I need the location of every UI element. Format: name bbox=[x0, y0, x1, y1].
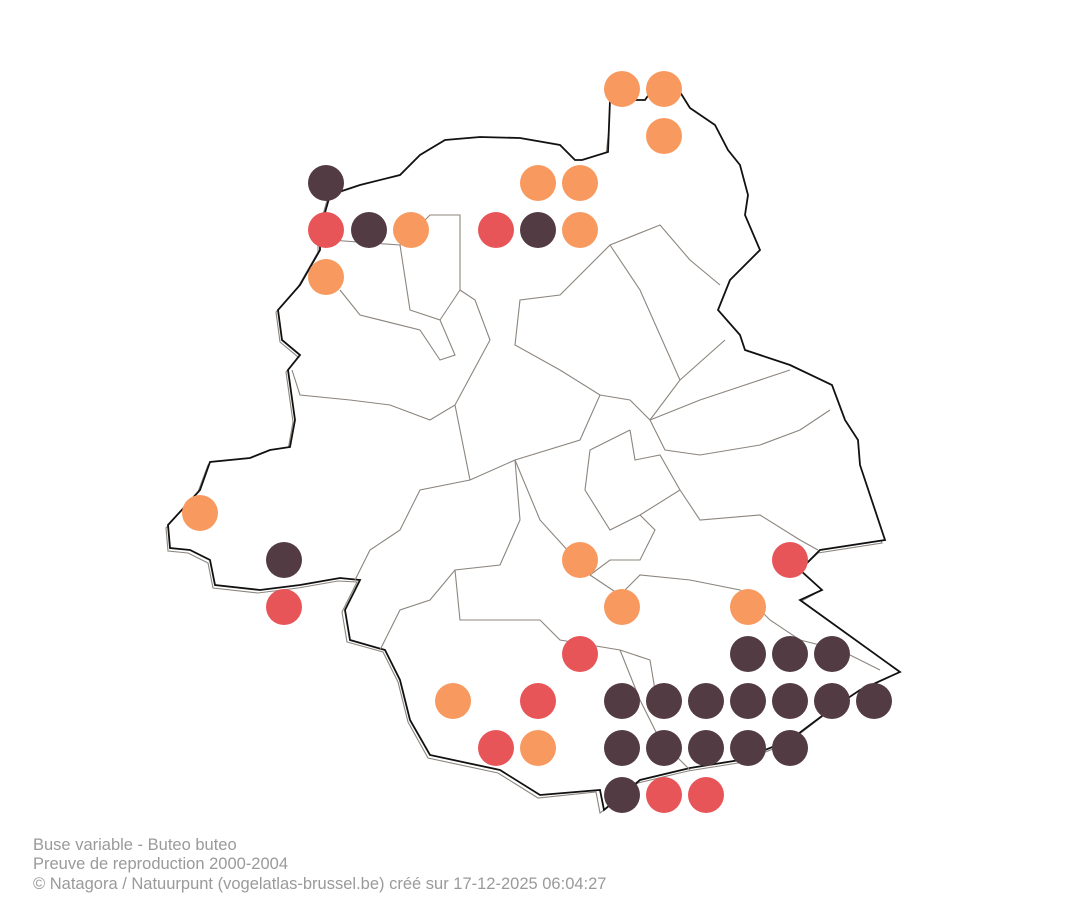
region-outline bbox=[165, 89, 902, 814]
dot bbox=[520, 683, 556, 719]
dot bbox=[688, 777, 724, 813]
dot bbox=[435, 683, 471, 719]
dot bbox=[604, 730, 640, 766]
dot bbox=[730, 589, 766, 625]
dot bbox=[562, 636, 598, 672]
dot bbox=[730, 683, 766, 719]
dot bbox=[814, 683, 850, 719]
dot bbox=[266, 589, 302, 625]
district-line bbox=[329, 239, 456, 361]
dot bbox=[772, 730, 808, 766]
dot bbox=[562, 542, 598, 578]
region-border bbox=[167, 89, 902, 812]
district-line bbox=[649, 409, 831, 456]
observation-dots bbox=[182, 71, 892, 813]
dot bbox=[604, 777, 640, 813]
dots-probable bbox=[182, 71, 766, 766]
district-line bbox=[649, 339, 791, 421]
dot bbox=[646, 730, 682, 766]
dot bbox=[182, 495, 218, 531]
dot bbox=[604, 71, 640, 107]
dot bbox=[814, 636, 850, 672]
dot bbox=[562, 165, 598, 201]
dot bbox=[266, 542, 302, 578]
dot bbox=[646, 71, 682, 107]
district-line bbox=[454, 569, 656, 691]
map-period: Preuve de reproduction 2000-2004 bbox=[33, 855, 288, 873]
dot bbox=[604, 683, 640, 719]
dot bbox=[604, 589, 640, 625]
dot bbox=[772, 636, 808, 672]
dots-confirmed bbox=[266, 165, 892, 813]
species-name: Buse variable - Buteo buteo bbox=[33, 836, 237, 854]
dot bbox=[520, 212, 556, 248]
dot bbox=[730, 636, 766, 672]
district-line bbox=[291, 289, 491, 421]
dot bbox=[520, 730, 556, 766]
dot bbox=[730, 730, 766, 766]
district-line bbox=[514, 459, 656, 576]
dot bbox=[646, 118, 682, 154]
dot bbox=[646, 683, 682, 719]
dot bbox=[308, 165, 344, 201]
dot bbox=[351, 212, 387, 248]
dots-possible bbox=[266, 212, 808, 813]
dot bbox=[688, 683, 724, 719]
dot bbox=[308, 259, 344, 295]
district-line bbox=[679, 489, 819, 551]
dot bbox=[772, 542, 808, 578]
dot bbox=[688, 730, 724, 766]
dot bbox=[856, 683, 892, 719]
dot bbox=[478, 212, 514, 248]
dot bbox=[772, 683, 808, 719]
credit: © Natagora / Natuurpunt (vogelatlas-brus… bbox=[33, 875, 607, 893]
dot bbox=[562, 212, 598, 248]
district-line bbox=[354, 479, 471, 581]
district-line bbox=[599, 244, 681, 421]
dot bbox=[478, 730, 514, 766]
dot bbox=[393, 212, 429, 248]
dot bbox=[520, 165, 556, 201]
dot bbox=[646, 777, 682, 813]
dot bbox=[308, 212, 344, 248]
caption: Buse variable - Buteo buteo Preuve de re… bbox=[33, 836, 607, 893]
